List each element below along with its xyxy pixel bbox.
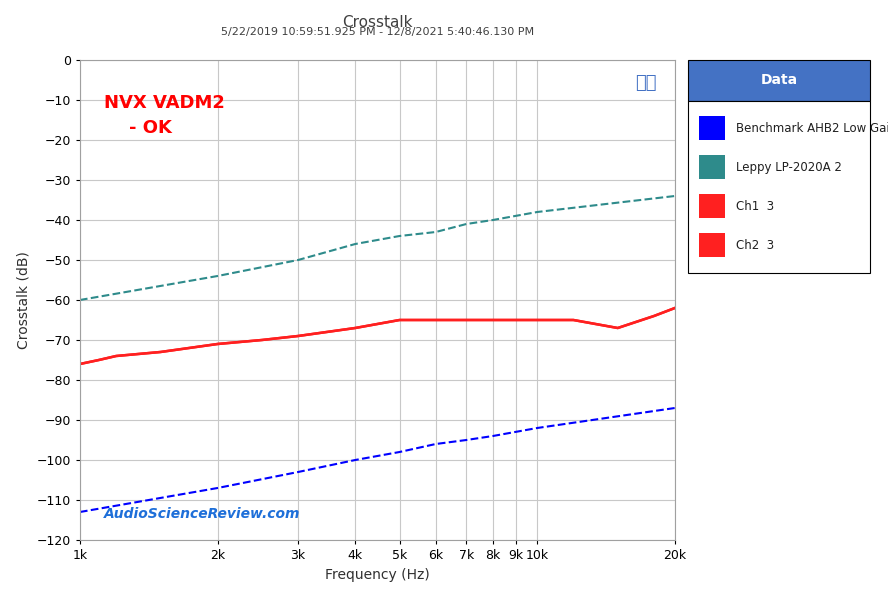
Ch2  3 <box>613 325 623 332</box>
FancyBboxPatch shape <box>699 194 725 218</box>
Ch1  3 <box>293 332 304 340</box>
Benchmark AHB2 Low Gain <box>212 484 223 491</box>
Ch1  3 <box>111 352 122 359</box>
Benchmark AHB2 Low Gain <box>431 440 441 448</box>
Leppy LP-2020A 2 <box>293 256 304 263</box>
Benchmark AHB2 Low Gain <box>532 424 543 431</box>
FancyBboxPatch shape <box>699 233 725 257</box>
Text: Ch2  3: Ch2 3 <box>735 239 773 252</box>
Ch1  3 <box>511 316 521 323</box>
Ch1  3 <box>257 337 267 344</box>
Text: Crosstalk: Crosstalk <box>342 15 413 30</box>
Text: 5/22/2019 10:59:51.925 PM - 12/8/2021 5:40:46.130 PM: 5/22/2019 10:59:51.925 PM - 12/8/2021 5:… <box>221 27 534 37</box>
Text: AudioScienceReview.com: AudioScienceReview.com <box>104 507 300 521</box>
Ch1  3 <box>648 313 659 320</box>
Leppy LP-2020A 2 <box>532 208 543 215</box>
X-axis label: Frequency (Hz): Frequency (Hz) <box>325 568 430 581</box>
Ch2  3 <box>111 352 122 359</box>
Ch2  3 <box>475 316 486 323</box>
Ch2  3 <box>155 349 166 356</box>
Leppy LP-2020A 2 <box>431 229 441 236</box>
Y-axis label: Crosstalk (dB): Crosstalk (dB) <box>17 251 31 349</box>
Ch2  3 <box>75 361 85 368</box>
FancyBboxPatch shape <box>688 101 870 272</box>
Ch1  3 <box>394 316 405 323</box>
Benchmark AHB2 Low Gain <box>350 457 361 464</box>
Ch2  3 <box>461 316 472 323</box>
FancyBboxPatch shape <box>699 116 725 140</box>
Text: Leppy LP-2020A 2: Leppy LP-2020A 2 <box>735 161 842 174</box>
Ch2  3 <box>670 304 680 311</box>
Ch1  3 <box>212 340 223 347</box>
FancyBboxPatch shape <box>688 60 870 101</box>
Ch1  3 <box>93 356 104 364</box>
Ch1  3 <box>75 361 85 368</box>
Ch2  3 <box>257 337 267 344</box>
Ch1  3 <box>155 349 166 356</box>
Benchmark AHB2 Low Gain <box>670 404 680 412</box>
Leppy LP-2020A 2 <box>488 217 498 224</box>
Ch1  3 <box>431 316 441 323</box>
Ch1  3 <box>350 325 361 332</box>
Ch1  3 <box>532 316 543 323</box>
Ch2  3 <box>568 316 579 323</box>
Text: NVX VADM2
    - OK: NVX VADM2 - OK <box>104 94 225 137</box>
Ch1  3 <box>613 325 623 332</box>
Leppy LP-2020A 2 <box>461 220 472 227</box>
Leppy LP-2020A 2 <box>212 272 223 280</box>
Line: Benchmark AHB2 Low Gain: Benchmark AHB2 Low Gain <box>80 408 675 512</box>
Ch1  3 <box>488 316 498 323</box>
Text: Data: Data <box>761 73 797 88</box>
Text: Benchmark AHB2 Low Gain: Benchmark AHB2 Low Gain <box>735 122 888 135</box>
Line: Ch1  3: Ch1 3 <box>80 308 675 364</box>
FancyBboxPatch shape <box>699 155 725 179</box>
Benchmark AHB2 Low Gain <box>488 433 498 440</box>
Line: Leppy LP-2020A 2: Leppy LP-2020A 2 <box>80 196 675 300</box>
Leppy LP-2020A 2 <box>670 193 680 200</box>
Ch1  3 <box>670 304 680 311</box>
Ch2  3 <box>532 316 543 323</box>
Ch2  3 <box>212 340 223 347</box>
Ch2  3 <box>488 316 498 323</box>
Ch2  3 <box>511 316 521 323</box>
Ch2  3 <box>648 313 659 320</box>
Benchmark AHB2 Low Gain <box>394 448 405 455</box>
Ch2  3 <box>350 325 361 332</box>
Text: ⓐⓅ: ⓐⓅ <box>636 74 657 92</box>
Text: Ch1  3: Ch1 3 <box>735 200 773 213</box>
Line: Ch2  3: Ch2 3 <box>80 308 675 364</box>
Ch1  3 <box>461 316 472 323</box>
Ch2  3 <box>394 316 405 323</box>
Ch2  3 <box>93 356 104 364</box>
Ch1  3 <box>475 316 486 323</box>
Leppy LP-2020A 2 <box>75 296 85 304</box>
Leppy LP-2020A 2 <box>350 241 361 248</box>
Ch2  3 <box>293 332 304 340</box>
Benchmark AHB2 Low Gain <box>461 436 472 443</box>
Leppy LP-2020A 2 <box>394 232 405 239</box>
Benchmark AHB2 Low Gain <box>293 469 304 476</box>
Ch2  3 <box>431 316 441 323</box>
Benchmark AHB2 Low Gain <box>75 508 85 515</box>
Ch1  3 <box>568 316 579 323</box>
